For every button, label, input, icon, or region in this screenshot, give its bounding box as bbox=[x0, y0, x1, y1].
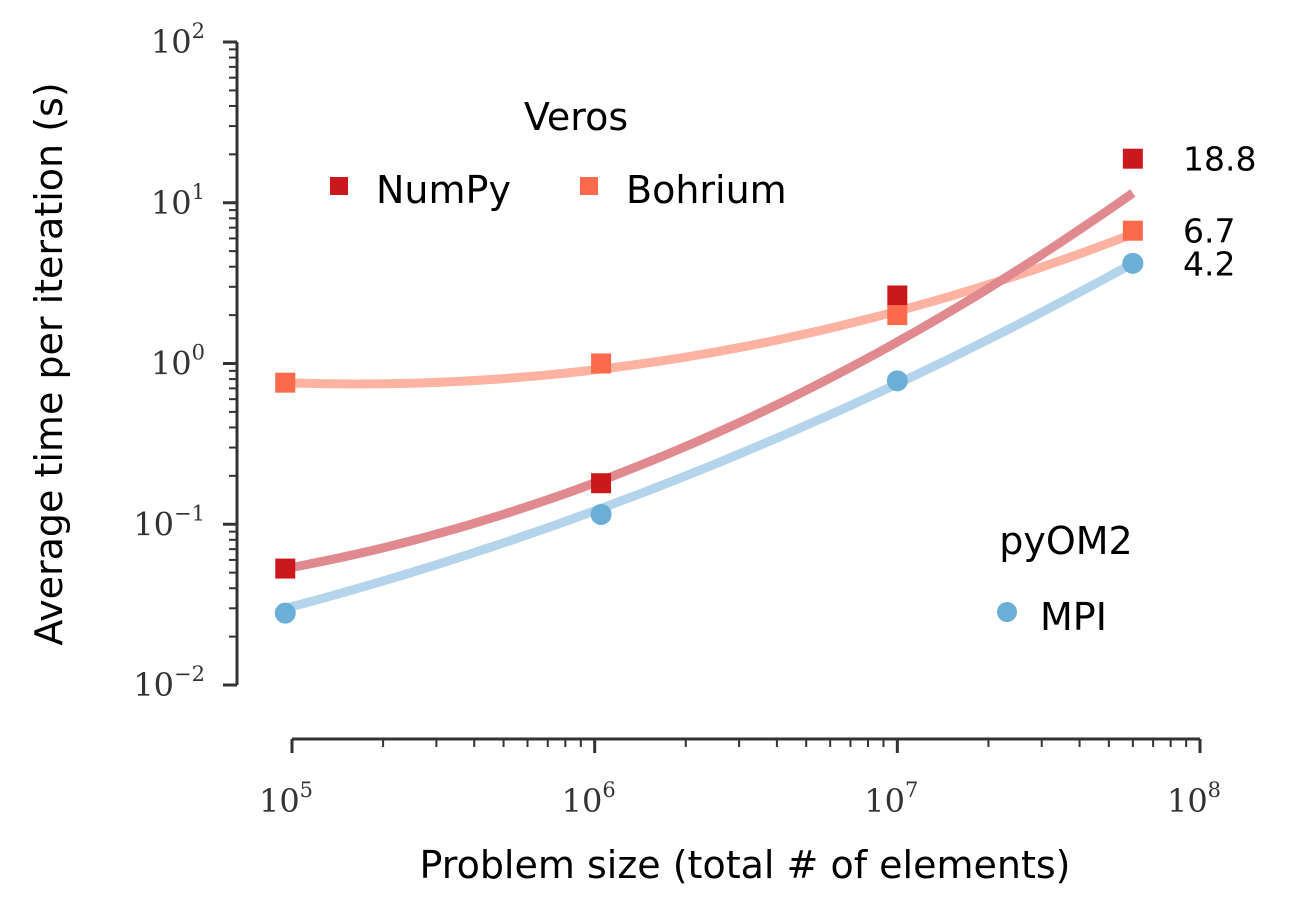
point-bohrium bbox=[591, 353, 612, 374]
point-mpi bbox=[1122, 252, 1144, 274]
y-tick-label: 10−2 bbox=[133, 662, 205, 704]
fit-curves bbox=[284, 189, 1136, 613]
point-bohrium bbox=[887, 305, 908, 326]
point-numpy bbox=[591, 473, 612, 494]
legend-bohrium-marker bbox=[580, 177, 598, 195]
point-numpy bbox=[887, 285, 908, 306]
point-bohrium bbox=[1122, 220, 1143, 241]
point-numpy bbox=[1122, 148, 1143, 169]
point-bohrium bbox=[275, 372, 296, 393]
point-mpi bbox=[274, 602, 296, 624]
legend-numpy-marker bbox=[330, 177, 348, 195]
end-label-numpy: 18.8 bbox=[1183, 140, 1256, 179]
fit-curve-bohrium bbox=[285, 229, 1135, 389]
x-axis-title: Problem size (total # of elements) bbox=[420, 843, 1071, 887]
y-axis-title: Average time per iteration (s) bbox=[27, 82, 71, 645]
y-tick-label: 101 bbox=[151, 180, 205, 222]
end-labels: 18.8 6.74.2 bbox=[1183, 140, 1256, 284]
x-tick-label: 105 bbox=[259, 778, 313, 820]
point-mpi bbox=[590, 503, 612, 525]
y-tick-label: 100 bbox=[151, 341, 205, 383]
legend-numpy-label: NumPy bbox=[376, 168, 511, 212]
y-tick-label: 102 bbox=[151, 19, 205, 61]
legend-veros: Veros NumPy Bohrium bbox=[330, 95, 787, 212]
legend-pyom2: pyOM2 MPI bbox=[997, 519, 1133, 639]
data-points bbox=[274, 148, 1144, 624]
end-label-bohrium: 6.7 bbox=[1183, 212, 1235, 251]
point-mpi bbox=[886, 370, 908, 392]
legend-veros-title: Veros bbox=[524, 95, 628, 139]
legend-mpi-marker bbox=[997, 602, 1017, 622]
x-tick-label: 108 bbox=[1167, 778, 1221, 820]
legend-mpi-label: MPI bbox=[1040, 595, 1107, 639]
point-numpy bbox=[275, 558, 296, 579]
legend-bohrium-label: Bohrium bbox=[626, 168, 787, 212]
fit-curve-numpy bbox=[284, 189, 1136, 574]
fit-curve-mpi bbox=[284, 259, 1136, 613]
x-tick-label: 107 bbox=[864, 778, 918, 820]
end-label-mpi: 4.2 bbox=[1183, 244, 1235, 283]
y-tick-label: 10−1 bbox=[133, 501, 205, 543]
axes: 105 106 107 108 10−2 10−1 100 101 102 bbox=[133, 19, 1221, 820]
legend-pyom2-title: pyOM2 bbox=[999, 519, 1132, 563]
x-tick-label: 106 bbox=[562, 778, 616, 820]
